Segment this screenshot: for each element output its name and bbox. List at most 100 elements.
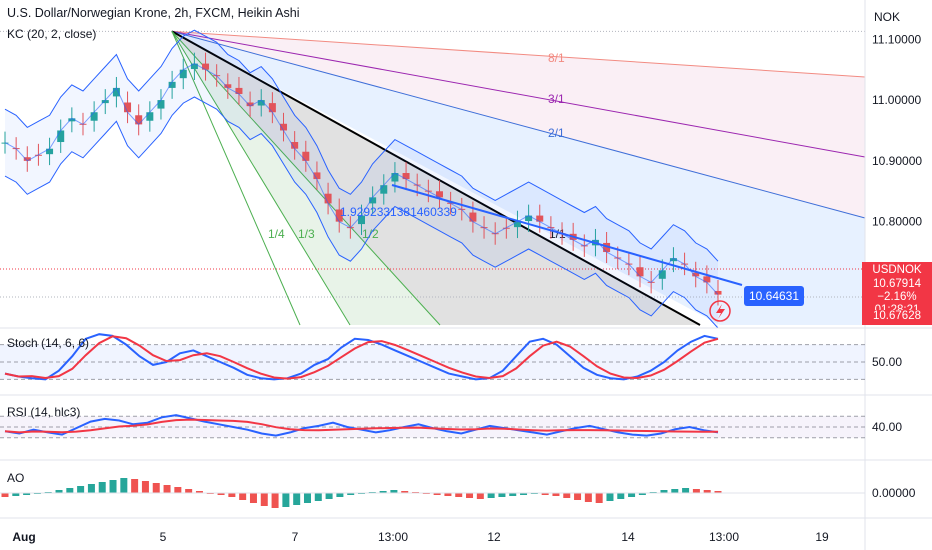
currency-label[interactable]: NOK bbox=[874, 10, 901, 24]
candle-body bbox=[358, 215, 365, 225]
y-tick-label: 10.80000 bbox=[872, 215, 922, 229]
ao-bar bbox=[55, 490, 63, 493]
kc-fill bbox=[5, 30, 718, 328]
candle-body bbox=[224, 84, 232, 88]
fan-line-5 bbox=[171, 31, 351, 326]
x-tick-label: 14 bbox=[621, 530, 635, 544]
ao-bar bbox=[1, 493, 9, 497]
candle-body bbox=[402, 173, 410, 180]
y-tick-label: 10.90000 bbox=[872, 154, 922, 168]
ao-bar bbox=[509, 493, 517, 496]
ao-bar bbox=[552, 493, 560, 496]
ao-bar bbox=[584, 493, 592, 502]
ao-bar bbox=[314, 493, 322, 501]
kc-upper-band bbox=[4, 29, 719, 262]
candle-body bbox=[536, 215, 544, 222]
fan-label-1-3: 1/3 bbox=[298, 227, 315, 241]
candle-body bbox=[257, 100, 265, 106]
ao-bar bbox=[98, 482, 106, 493]
candle-body bbox=[313, 172, 321, 180]
trend-line bbox=[391, 184, 743, 286]
candle-body bbox=[435, 191, 443, 198]
candle-body bbox=[179, 69, 187, 79]
stoch-d-line bbox=[4, 335, 719, 380]
ao-bar bbox=[163, 485, 171, 493]
ao-bar bbox=[23, 493, 31, 495]
ao-bar bbox=[87, 484, 95, 493]
candle-body bbox=[369, 197, 377, 204]
fan-label-2-1: 2/1 bbox=[548, 126, 565, 140]
ao-bar bbox=[325, 493, 333, 499]
ao-bar bbox=[703, 490, 711, 493]
ao-bar bbox=[141, 481, 149, 493]
candle-body bbox=[146, 112, 154, 121]
ao-bar bbox=[617, 493, 625, 499]
ao-bar bbox=[185, 489, 193, 493]
candle-body bbox=[603, 242, 611, 253]
candle-body bbox=[469, 212, 477, 222]
ao-bar bbox=[455, 493, 463, 497]
ao-bar bbox=[660, 490, 668, 493]
candle-body bbox=[124, 102, 132, 113]
ao-bar bbox=[520, 493, 528, 495]
ao-bar bbox=[671, 489, 679, 493]
ao-bar bbox=[379, 491, 387, 493]
x-tick-label: 12 bbox=[487, 530, 501, 544]
kc-lower-band bbox=[4, 96, 719, 329]
candle-body bbox=[157, 100, 165, 109]
ao-label[interactable]: AO bbox=[7, 471, 25, 485]
candle-body bbox=[513, 221, 521, 228]
ao-bar bbox=[336, 493, 344, 497]
stoch-axis-value: 50.00 bbox=[872, 355, 902, 369]
candle-body bbox=[280, 123, 288, 131]
ao-bar bbox=[390, 490, 398, 493]
rsi-label[interactable]: RSI (14, hlc3) bbox=[7, 405, 81, 419]
x-tick-label: 7 bbox=[292, 530, 299, 544]
stoch-k-line bbox=[4, 333, 719, 381]
overlay-value-label: 1.9292331381460339 bbox=[340, 205, 457, 219]
ao-bar bbox=[131, 479, 139, 493]
ao-bar bbox=[563, 493, 571, 498]
candle-body bbox=[714, 290, 722, 295]
ao-bar bbox=[109, 480, 117, 493]
ao-bar bbox=[692, 489, 700, 493]
ao-bar bbox=[638, 493, 646, 495]
candle-body bbox=[112, 87, 120, 97]
ao-bar bbox=[606, 493, 614, 501]
price-marker[interactable]: 10.64631 bbox=[744, 286, 804, 306]
ao-bar bbox=[77, 486, 85, 493]
ao-bar bbox=[444, 493, 452, 496]
x-tick-label: 5 bbox=[160, 530, 167, 544]
candle-body bbox=[101, 100, 109, 104]
ao-bar bbox=[249, 493, 257, 503]
ao-bar bbox=[239, 493, 247, 500]
chart-title: U.S. Dollar/Norwegian Krone, 2h, FXCM, H… bbox=[7, 6, 300, 20]
ao-axis-value: 0.00000 bbox=[872, 486, 916, 500]
candle-body bbox=[636, 267, 644, 277]
ao-bar bbox=[487, 493, 495, 498]
ao-bar bbox=[498, 493, 506, 497]
candle-body bbox=[692, 272, 700, 277]
candle-body bbox=[135, 115, 143, 125]
fan-label-1-4: 1/4 bbox=[268, 227, 285, 241]
ao-bar bbox=[541, 493, 549, 495]
ao-bar bbox=[574, 493, 582, 500]
ao-bar bbox=[260, 493, 268, 506]
change-tag: −2.16% bbox=[877, 291, 917, 303]
candle-body bbox=[391, 173, 399, 182]
ao-bar bbox=[217, 493, 225, 495]
ao-bar bbox=[282, 493, 290, 507]
kc-indicator-label[interactable]: KC (20, 2, close) bbox=[7, 27, 97, 41]
ao-bar bbox=[303, 493, 311, 503]
last-price-tag: 10.67914 bbox=[873, 278, 921, 290]
candle-body bbox=[291, 142, 299, 149]
candle-body bbox=[190, 63, 198, 70]
candle-body bbox=[46, 148, 54, 155]
candle-body bbox=[246, 102, 254, 107]
stoch-label[interactable]: Stoch (14, 6, 6) bbox=[7, 336, 90, 350]
candle-body bbox=[324, 193, 332, 204]
ao-bar bbox=[714, 491, 722, 493]
candle-body bbox=[525, 215, 533, 222]
fan-line-2 bbox=[171, 30, 866, 219]
